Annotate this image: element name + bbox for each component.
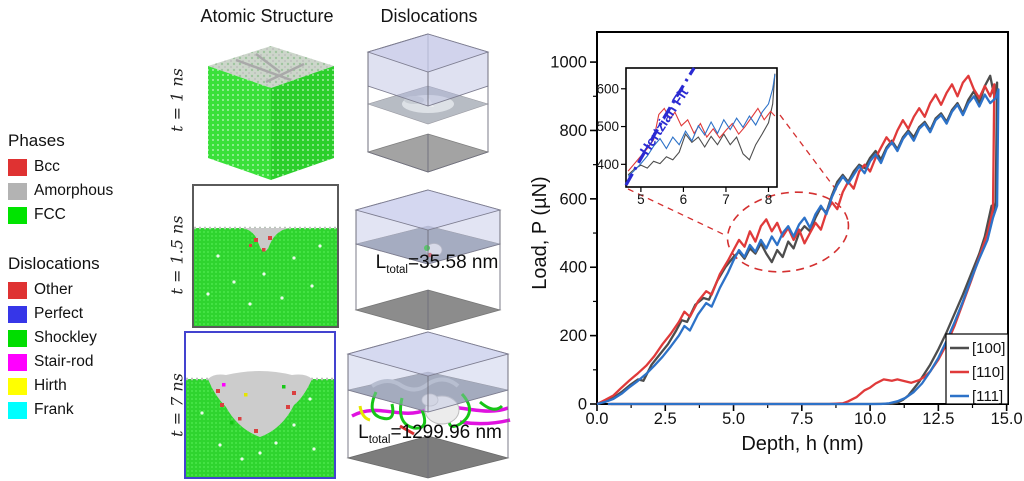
inset-x-tick-label: 6 bbox=[680, 192, 688, 207]
legend-color-swatch bbox=[8, 353, 27, 371]
phases-legend-title: Phases bbox=[8, 131, 65, 150]
x-tick-label: 7.5 bbox=[790, 410, 813, 428]
inset-series-curve-100 bbox=[627, 73, 776, 176]
legend-item: Perfect bbox=[8, 302, 100, 326]
legend-item-label: Bcc bbox=[34, 158, 60, 175]
dislocation-box-7ns bbox=[342, 328, 514, 481]
chart-legend-label: [111] bbox=[972, 388, 1003, 405]
legend-item-label: Frank bbox=[34, 401, 74, 418]
phases-legend-items: Bcc Amorphous FCC bbox=[8, 155, 113, 227]
dislocations-column-header: Dislocations bbox=[380, 6, 478, 26]
legend-color-swatch bbox=[8, 158, 27, 176]
zoom-ellipse bbox=[726, 191, 850, 273]
x-tick-label: 15.0 bbox=[991, 410, 1023, 428]
atomic-structure-snapshot-1ns bbox=[196, 38, 346, 186]
time-label-1p5ns: t = 1.5 ns bbox=[167, 215, 187, 295]
l-total-label-7ns: Ltotal=1299.96 nm bbox=[358, 422, 502, 446]
series-curve-111 bbox=[596, 88, 1000, 406]
dislocation-box-1p5ns bbox=[350, 186, 506, 330]
legend-item: Bcc bbox=[8, 155, 113, 179]
inset-y-tick-label: 400 bbox=[596, 157, 619, 172]
time-label-1ns: t = 1 ns bbox=[167, 68, 187, 132]
phases-legend: Phases Bcc Amorphous FCC bbox=[8, 131, 113, 227]
legend-item-label: Amorphous bbox=[34, 182, 114, 199]
legend-item: Shockley bbox=[8, 326, 100, 350]
legend-color-swatch bbox=[8, 305, 27, 323]
legend-item: Other bbox=[8, 278, 100, 302]
legend-color-swatch bbox=[8, 401, 27, 419]
legend-item: Frank bbox=[8, 398, 100, 422]
x-tick-label: 2.5 bbox=[654, 410, 677, 428]
x-axis-title: Depth, h (nm) bbox=[741, 433, 863, 455]
x-tick-label: 10.0 bbox=[854, 410, 886, 428]
y-tick-label: 200 bbox=[559, 327, 587, 345]
legend-item: Stair-rod bbox=[8, 350, 100, 374]
legend-item-label: FCC bbox=[34, 206, 66, 223]
y-tick-label: 1000 bbox=[550, 54, 587, 72]
y-tick-label: 400 bbox=[559, 259, 587, 277]
dislocations-legend: Dislocations Other Perfect Shockley Stair-r… bbox=[8, 254, 100, 422]
x-tick-label: 0.0 bbox=[586, 410, 609, 428]
legend-item-label: Perfect bbox=[34, 305, 84, 322]
y-tick-label: 600 bbox=[559, 190, 587, 208]
legend-item-label: Shockley bbox=[34, 329, 97, 346]
legend-item: FCC bbox=[8, 203, 113, 227]
inset-x-tick-label: 5 bbox=[637, 192, 645, 207]
atomic-structure-snapshot-7ns bbox=[184, 331, 336, 479]
inset-series-curve-111 bbox=[627, 74, 776, 177]
atomic-structure-snapshot-1p5ns bbox=[192, 184, 339, 328]
legend-item: Hirth bbox=[8, 374, 100, 398]
y-tick-label: 0 bbox=[578, 396, 587, 414]
chart-legend-box bbox=[945, 333, 1009, 405]
dislocations-legend-title: Dislocations bbox=[8, 254, 100, 273]
inset-y-tick-label: 500 bbox=[596, 119, 619, 134]
dislocation-box-1ns bbox=[362, 30, 494, 178]
dislocations-legend-items: Other Perfect Shockley Stair-rod Hirth Frank bbox=[8, 278, 100, 422]
inset-x-tick-label: 8 bbox=[765, 192, 773, 207]
x-tick-label: 5.0 bbox=[722, 410, 745, 428]
inset-series-curve-110 bbox=[627, 107, 776, 172]
legend-item-label: Stair-rod bbox=[34, 353, 94, 370]
legend-color-swatch bbox=[8, 206, 27, 224]
zoom-connector-line bbox=[779, 114, 841, 196]
legend-color-swatch bbox=[8, 329, 27, 347]
inset-y-tick-label: 600 bbox=[596, 81, 619, 96]
legend-color-swatch bbox=[8, 377, 27, 395]
legend-item-label: Other bbox=[34, 281, 73, 298]
y-tick-label: 800 bbox=[559, 122, 587, 140]
chart-legend-label: [110] bbox=[972, 364, 1004, 381]
atomic-structure-column-header: Atomic Structure bbox=[200, 6, 334, 26]
chart-legend-label: [100] bbox=[972, 340, 1005, 357]
zoom-connector-line bbox=[627, 188, 728, 237]
l-total-label-1p5ns: Ltotal=35.58 nm bbox=[375, 252, 499, 276]
load-depth-chart: 0.0 2.5 5.0 7.5 10.0 12.5 15.0 0 200 400 600 800 100… bbox=[530, 31, 1023, 455]
x-tick-label: 12.5 bbox=[922, 410, 954, 428]
y-axis-title: Load, P (µN) bbox=[530, 176, 551, 289]
inset-x-tick-label: 7 bbox=[722, 192, 730, 207]
legend-color-swatch bbox=[8, 281, 27, 299]
legend-item: Amorphous bbox=[8, 179, 113, 203]
legend-item-label: Hirth bbox=[34, 377, 67, 394]
inset-frame bbox=[625, 67, 778, 188]
series-curve-110 bbox=[596, 74, 996, 406]
legend-color-swatch bbox=[8, 182, 27, 200]
